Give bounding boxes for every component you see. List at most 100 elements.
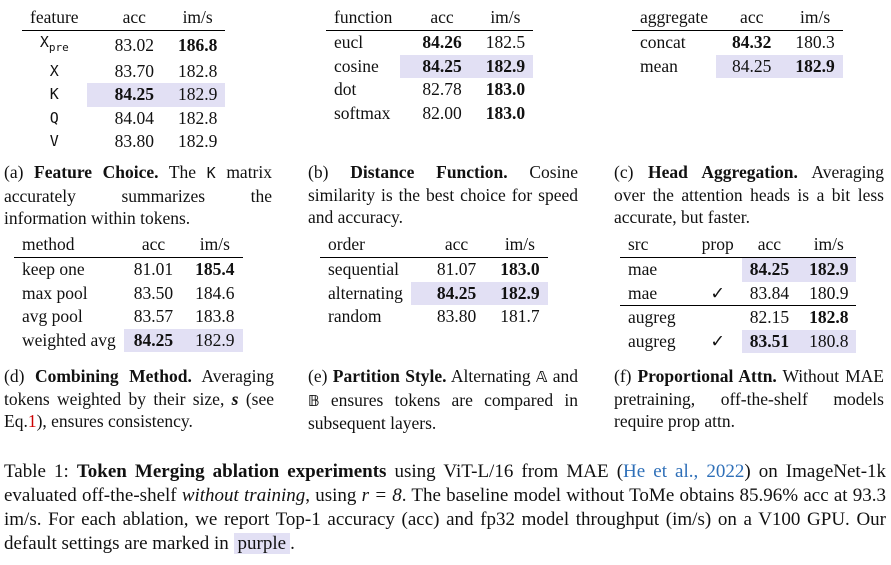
caption-code: K (206, 164, 216, 182)
table-row-default: K 84.25 182.9 (22, 83, 226, 107)
function-name: dot (334, 79, 357, 99)
table-header: function (326, 6, 401, 31)
caption-label: (f) (614, 366, 632, 386)
feature-name: K (49, 85, 59, 103)
acc-cell: 82.78 (422, 79, 462, 99)
src-name: mae (628, 282, 658, 303)
method-name: weighted avg (22, 329, 116, 350)
table-header: prop (683, 233, 742, 258)
citation-link[interactable]: He et al., 2022 (623, 461, 745, 482)
acc-cell: 84.25 (410, 281, 485, 305)
table-partition-style: order acc im/s sequential 81.07 183.0 al… (320, 233, 548, 329)
table-head-aggregation: aggregate acc im/s concat 84.32 180.3 me… (632, 6, 843, 78)
prop-check-icon: ✓ (710, 282, 725, 303)
table-row: avg pool 83.57 183.8 (14, 305, 243, 329)
table-row: X 83.70 182.8 (22, 60, 225, 84)
table-row: random 83.80 181.7 (320, 305, 548, 329)
table-header: im/s (484, 233, 548, 258)
caption-label: (d) (4, 366, 25, 386)
ims-cell: 182.5 (485, 32, 526, 52)
caption-text: matrix accurately summarizes the informa… (4, 162, 272, 228)
table-header: im/s (181, 233, 243, 258)
caption-math: r = 8 (361, 485, 402, 506)
aggregate-name: mean (640, 55, 678, 76)
table-header: aggregate (632, 6, 717, 31)
caption-text: ), ensures consistency. (36, 411, 193, 431)
ims-cell: 183.0 (485, 102, 526, 123)
feature-subscript: pre (48, 41, 69, 54)
function-name: cosine (334, 55, 379, 76)
table-header: acc (86, 6, 162, 31)
ims-cell: 185.4 (195, 259, 235, 279)
table-number: Table 1: (4, 461, 69, 482)
method-name: keep one (22, 259, 85, 279)
table-proportional-attn: src prop acc im/s mae 84.25 182.9 mae ✓ … (620, 233, 857, 353)
ims-cell: 184.6 (195, 282, 235, 303)
feature-name: Q (49, 108, 59, 127)
acc-cell: 83.57 (133, 306, 174, 326)
table-row: softmax 82.00 183.0 (326, 102, 533, 126)
ims-cell: 183.0 (485, 79, 526, 99)
ims-cell: 180.3 (795, 32, 835, 52)
caption-text: Cosine similarity is the best choice for… (308, 162, 578, 227)
order-name: sequential (328, 259, 399, 279)
table-row-default: cosine 84.25 182.9 (326, 54, 534, 78)
caption-label: (c) (614, 162, 634, 182)
acc-cell: 84.32 (732, 32, 772, 52)
caption-c: (c) Head Aggregation. Averaging over the… (614, 161, 884, 229)
caption-symbol: s (231, 388, 239, 409)
caption-text: and (552, 366, 579, 386)
equation-ref-link[interactable]: 1 (27, 411, 37, 431)
table-row: Xpre 83.02 186.8 (22, 31, 225, 60)
caption-text: Alternating (450, 366, 531, 386)
table-row: dot 82.78 183.0 (326, 78, 533, 102)
table-b-panel: function acc im/s eucl 84.26 182.5 cosin… (326, 6, 534, 126)
caption-text: (see Eq. (4, 388, 275, 432)
caption-title: Proportional Attn. (637, 366, 777, 386)
ims-cell: 182.9 (181, 328, 243, 352)
ims-cell: 180.9 (809, 282, 849, 303)
ims-cell: 183.8 (195, 306, 235, 326)
ims-cell: 183.0 (500, 259, 540, 279)
prop-cell (683, 305, 742, 330)
main-caption-title: Token Merging ablation experiments (76, 461, 387, 482)
caption-emphasis: without training (181, 485, 306, 506)
table-e-panel: order acc im/s sequential 81.07 183.0 al… (320, 233, 548, 329)
table-row-default: mae 84.25 182.9 (620, 257, 857, 282)
caption-title: Partition Style. (332, 366, 447, 386)
acc-cell: 81.01 (133, 259, 174, 279)
acc-cell: 84.25 (86, 83, 162, 107)
acc-cell: 83.80 (114, 131, 154, 151)
set-a-symbol: 𝔸 (535, 368, 548, 386)
ims-cell: 186.8 (177, 34, 218, 55)
table-header: im/s (161, 6, 226, 31)
src-name: augreg (620, 305, 684, 330)
table-combining-method: method acc im/s keep one 81.01 185.4 max… (14, 233, 243, 352)
table-row: V 83.80 182.9 (22, 130, 225, 154)
acc-cell: 84.25 (741, 257, 798, 282)
table-distance-function: function acc im/s eucl 84.26 182.5 cosin… (326, 6, 534, 126)
acc-cell: 83.70 (114, 60, 154, 81)
order-name: alternating (328, 282, 403, 303)
table-header: im/s (469, 6, 534, 31)
method-name: max pool (22, 282, 88, 303)
table-row-default: mean 84.25 182.9 (632, 54, 843, 78)
caption-label: (e) (308, 366, 328, 386)
prop-check-icon: ✓ (710, 330, 725, 351)
prop-cell (684, 258, 742, 282)
acc-cell: 84.26 (422, 32, 462, 52)
table-a-panel: feature acc im/s Xpre 83.02 186.8 X 83.7… (22, 6, 226, 154)
table-row: mae ✓ 83.84 180.9 (620, 282, 856, 306)
aggregate-name: concat (640, 32, 686, 52)
table-row-default: weighted avg 84.25 182.9 (14, 328, 243, 352)
table-row-default: augreg ✓ 83.51 180.8 (620, 329, 857, 353)
caption-label: (b) (308, 162, 329, 182)
method-name: avg pool (22, 306, 83, 326)
caption-text: The (168, 162, 197, 182)
table-header: acc (123, 233, 182, 258)
caption-b: (b) Distance Function. Cosine similarity… (308, 161, 578, 229)
caption-title: Combining Method. (34, 366, 192, 386)
table-header: im/s (797, 233, 857, 258)
table-header: im/s (779, 6, 843, 31)
caption-text: . (290, 533, 295, 554)
